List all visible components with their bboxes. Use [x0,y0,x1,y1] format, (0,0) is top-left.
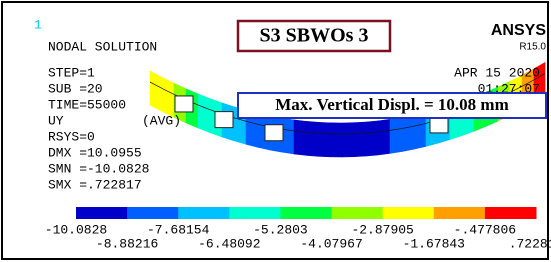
annotation: Max. Vertical Displ. = 10.08 mm [275,95,509,114]
legend-label: -4.07967 [300,236,362,251]
info-line: RSYS=0 [48,129,95,144]
legend-swatch [76,207,128,219]
beam-segment [366,121,378,156]
info-line: UY [48,113,64,128]
beam-segment [294,120,306,155]
info-line: SUB =20 [48,81,103,96]
legend-swatch [383,207,435,219]
version: R15.0 [519,42,546,53]
legend-label: -1.67843 [403,236,465,251]
beam-segment [282,118,294,154]
beam-segment [402,115,414,151]
legend-label: -5.2803 [253,222,308,237]
legend-label: -8.88216 [96,236,158,251]
beam-segment [318,122,330,157]
legend-swatch [434,207,486,219]
beam-segment [198,94,210,133]
info-line: STEP=1 [48,65,95,80]
info-line: SMN =-10.0828 [48,161,149,176]
legend-swatch [229,207,281,219]
legend-label: -10.0828 [45,222,107,237]
screenshot: 1 NODAL SOLUTION STEP=1SUB =20TIME=55000… [0,0,551,262]
legend-label: -2.87905 [351,222,413,237]
beam-segment [150,71,162,111]
legend-swatch [127,207,179,219]
beam-opening [430,117,448,133]
legend-swatch [178,207,230,219]
beam-segment [342,123,354,157]
legend-label: -7.68154 [147,222,210,237]
legend-swatch [280,207,332,219]
legend-label: -6.48092 [198,236,260,251]
beam-segment [390,117,402,153]
legend-swatch [332,207,384,219]
info-line: DMX =10.0955 [48,145,142,160]
info-line: SMX =.722817 [48,177,142,192]
beam-opening [215,112,233,128]
avg-label: (AVG) [142,113,181,128]
legend-swatch [485,207,537,219]
date: APR 15 2020 [454,65,540,80]
beam-segment [330,123,342,157]
beam-opening [265,125,283,141]
brand: ANSYS [491,22,546,39]
badge: S3 SBWOs 3 [260,25,369,47]
legend-label: -.477806 [454,222,516,237]
beam-segment [378,119,390,155]
legend-label: .722817 [509,236,551,251]
beam-segment [306,121,318,156]
beam-segment [354,122,366,157]
beam-segment [162,77,174,117]
info-line: TIME=55000 [48,97,126,112]
result-title: NODAL SOLUTION [48,39,157,54]
marker: 1 [34,17,42,32]
beam-opening [175,96,193,112]
